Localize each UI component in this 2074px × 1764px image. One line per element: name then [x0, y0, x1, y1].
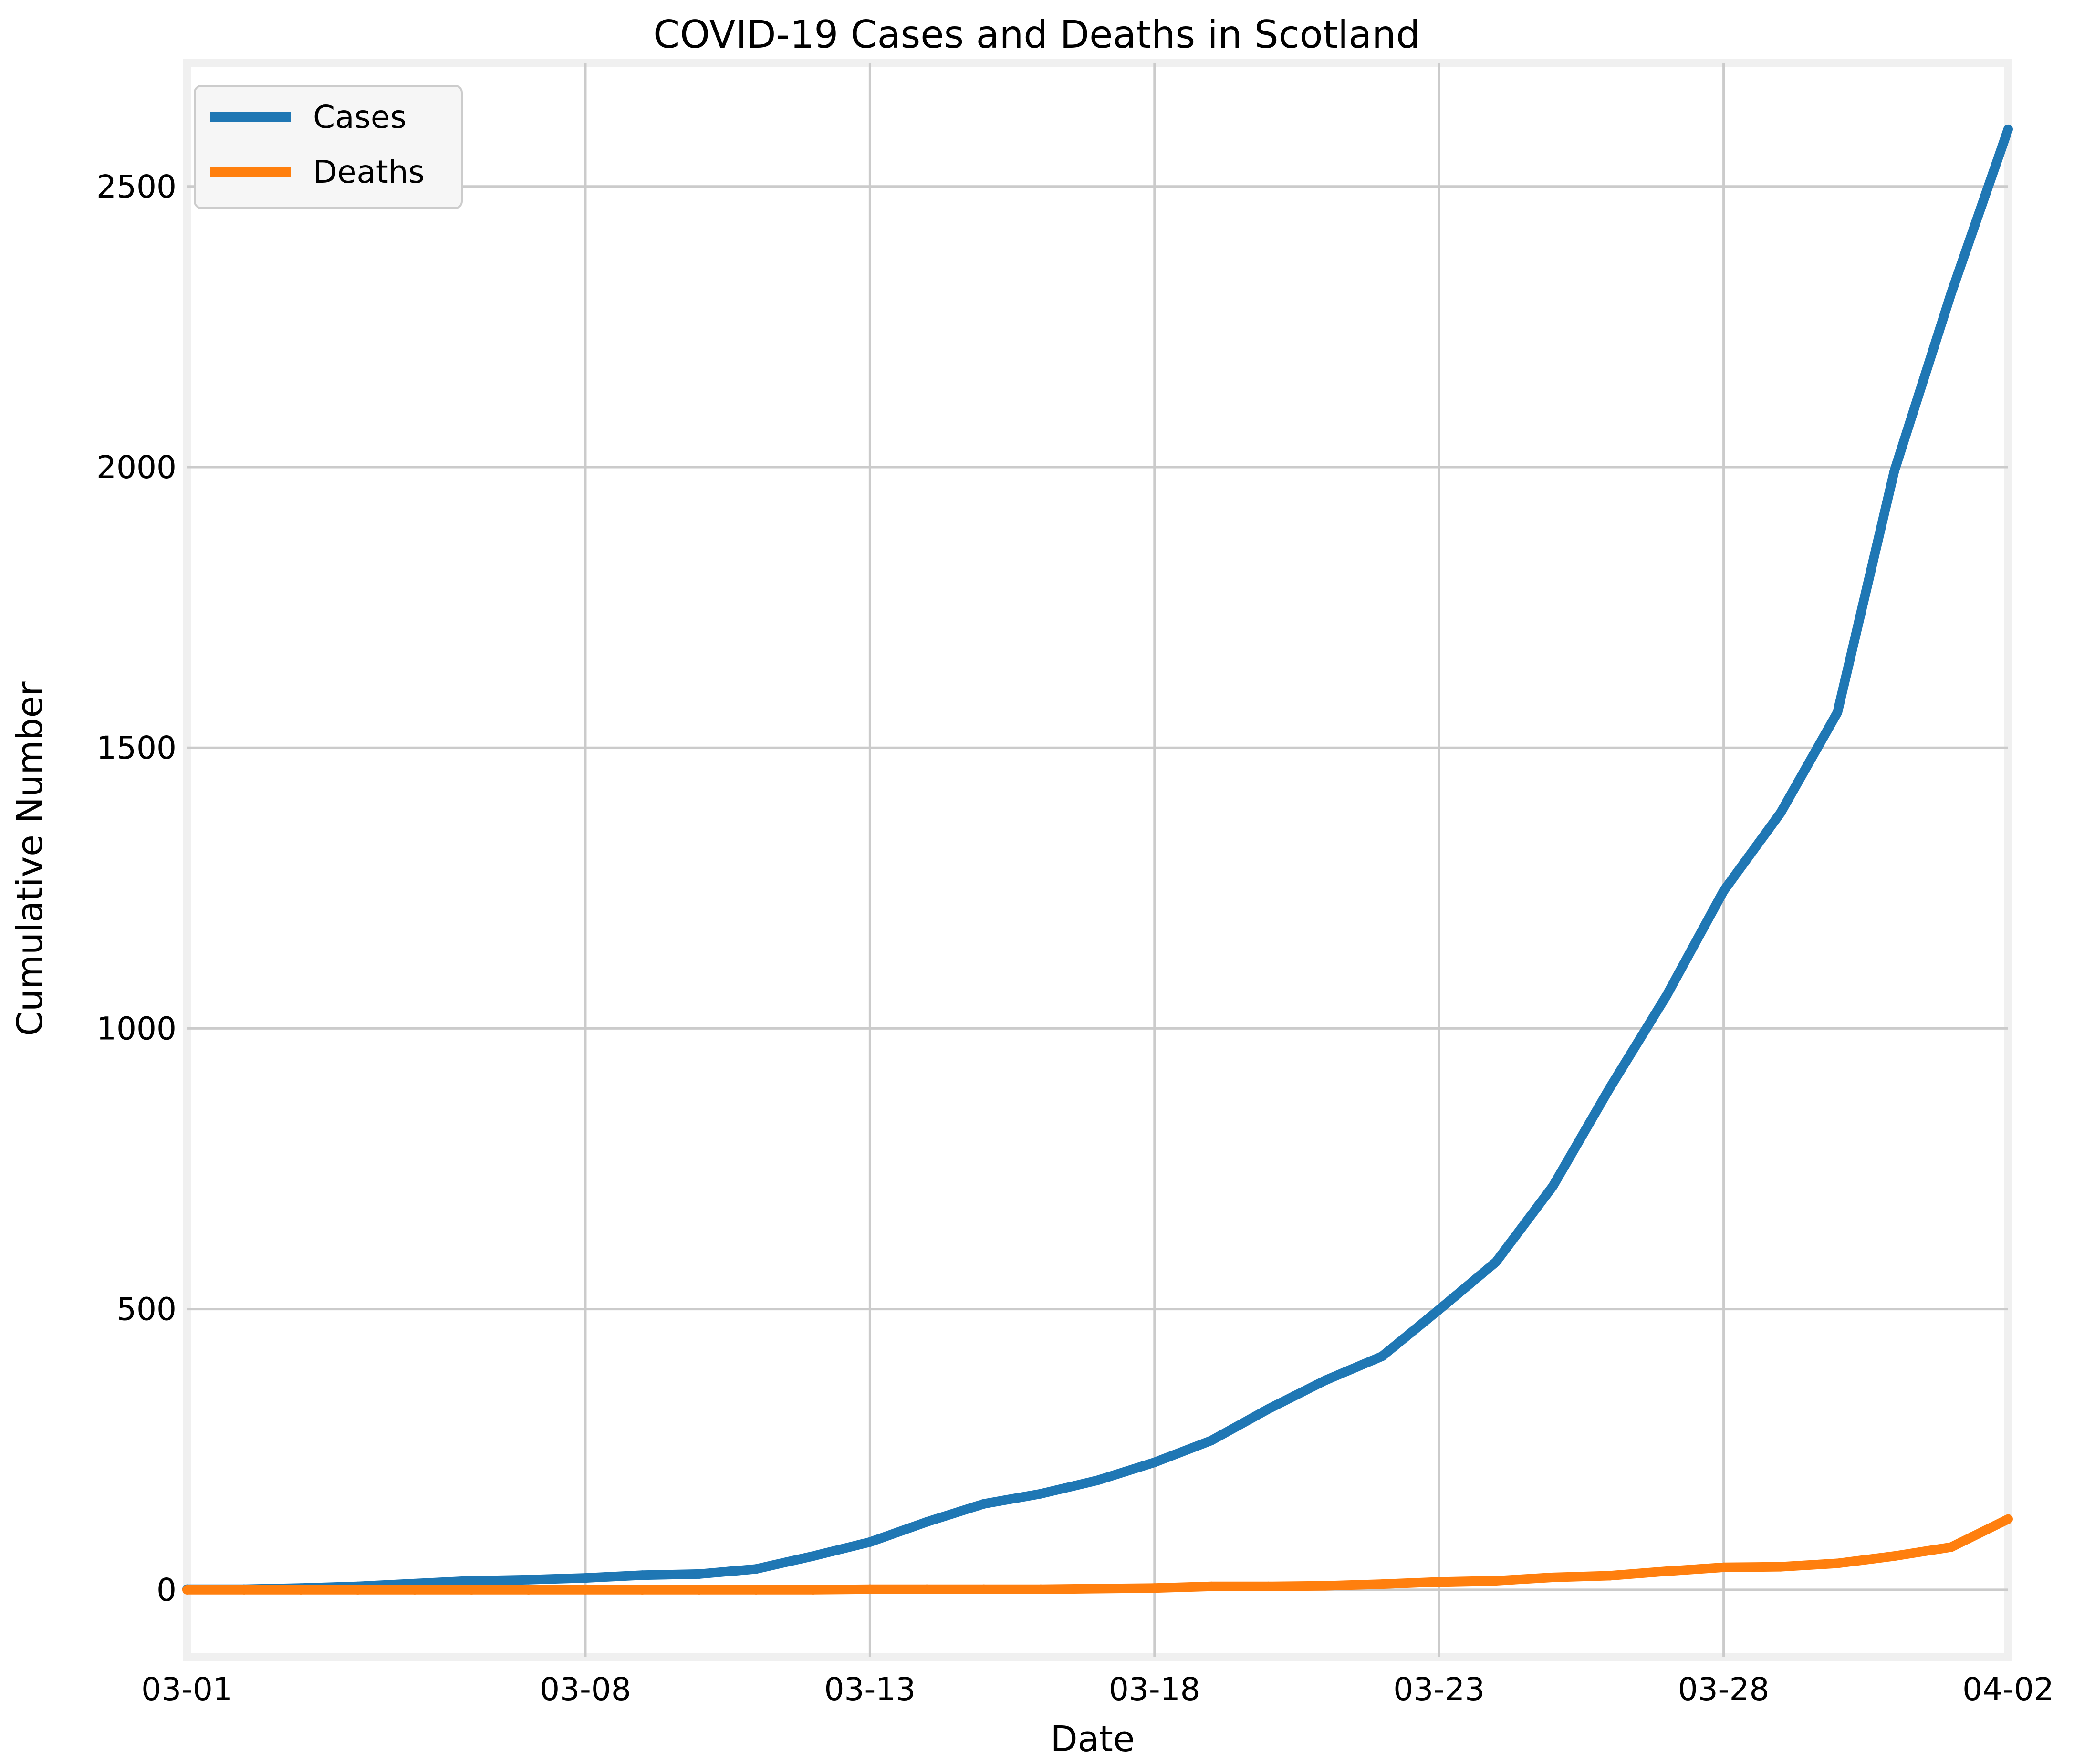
data-point-deaths — [1320, 1581, 1330, 1591]
data-point-cases — [694, 1569, 704, 1579]
chart-title: COVID-19 Cases and Deaths in Scotland — [653, 12, 1420, 57]
y-tick-label: 1000 — [96, 1010, 177, 1047]
series-points-deaths — [182, 1514, 2013, 1595]
legend-label-cases: Cases — [313, 99, 406, 136]
data-point-cases — [1434, 1305, 1444, 1315]
data-point-cases — [979, 1499, 989, 1509]
data-point-cases — [1719, 886, 1729, 896]
data-point-deaths — [751, 1585, 761, 1595]
data-point-deaths — [1377, 1579, 1387, 1589]
data-point-cases — [637, 1570, 647, 1580]
x-tick-label: 03-13 — [824, 1671, 916, 1708]
y-tick-label: 2500 — [96, 168, 177, 205]
data-point-cases — [1833, 708, 1843, 718]
data-point-cases — [1662, 991, 1672, 1001]
data-point-deaths — [1719, 1562, 1729, 1572]
data-point-cases — [1149, 1457, 1159, 1467]
x-tick-label: 04-02 — [1962, 1671, 2054, 1708]
data-point-deaths — [1662, 1566, 1672, 1576]
data-point-cases — [1889, 466, 1899, 476]
data-point-cases — [1946, 288, 1956, 298]
y-tick-label: 0 — [156, 1572, 177, 1608]
data-point-deaths — [1207, 1581, 1217, 1591]
series-lines — [182, 124, 2013, 1595]
data-point-cases — [922, 1517, 932, 1527]
data-point-cases — [580, 1573, 590, 1583]
data-point-deaths — [1036, 1584, 1046, 1594]
data-point-deaths — [1605, 1571, 1615, 1581]
x-axis-label: Date — [1051, 1719, 1135, 1760]
data-point-deaths — [1491, 1576, 1501, 1586]
data-point-deaths — [637, 1585, 647, 1595]
data-point-cases — [865, 1537, 875, 1547]
data-point-cases — [1093, 1475, 1103, 1485]
y-tick-label: 1500 — [96, 730, 177, 766]
x-tick-label: 03-23 — [1393, 1671, 1485, 1708]
data-point-cases — [1775, 808, 1785, 818]
data-point-cases — [1548, 1181, 1558, 1191]
data-point-deaths — [410, 1585, 420, 1595]
data-point-deaths — [353, 1585, 363, 1595]
data-point-deaths — [979, 1584, 989, 1594]
data-point-deaths — [467, 1585, 477, 1595]
data-point-cases — [1263, 1404, 1273, 1414]
y-axis-label: Cumulative Number — [10, 681, 51, 1036]
plot-area-frame — [183, 59, 2012, 1661]
tick-labels: 03-01 03-08 03-13 03-18 03-23 03-28 04-02 0 500 1… — [96, 168, 2054, 1708]
data-point-deaths — [694, 1585, 704, 1595]
data-point-deaths — [808, 1585, 818, 1595]
data-point-deaths — [1889, 1551, 1899, 1561]
data-point-cases — [2003, 124, 2013, 134]
data-point-cases — [1491, 1257, 1501, 1267]
x-tick-label: 03-28 — [1678, 1671, 1770, 1708]
data-point-deaths — [580, 1585, 590, 1595]
x-tick-label: 03-18 — [1109, 1671, 1200, 1708]
legend-label-deaths: Deaths — [313, 154, 425, 190]
data-point-cases — [751, 1564, 761, 1574]
y-tick-label: 2000 — [96, 449, 177, 486]
x-tick-label: 03-01 — [141, 1671, 233, 1708]
data-point-deaths — [2003, 1514, 2013, 1524]
data-point-deaths — [1946, 1542, 1956, 1552]
x-tick-label: 03-08 — [540, 1671, 631, 1708]
data-point-deaths — [296, 1585, 306, 1595]
data-point-deaths — [1263, 1581, 1273, 1591]
data-point-deaths — [1833, 1558, 1843, 1568]
data-point-cases — [1377, 1351, 1387, 1361]
data-point-deaths — [239, 1585, 249, 1595]
data-point-deaths — [1775, 1562, 1785, 1572]
data-point-deaths — [182, 1585, 192, 1595]
data-point-cases — [808, 1551, 818, 1561]
data-point-deaths — [1548, 1572, 1558, 1582]
data-point-cases — [1320, 1376, 1330, 1386]
legend: Cases Deaths — [194, 85, 463, 209]
data-point-deaths — [523, 1585, 533, 1595]
data-point-cases — [1605, 1083, 1615, 1093]
data-point-cases — [1036, 1489, 1046, 1499]
y-tick-label: 500 — [116, 1291, 177, 1328]
data-point-deaths — [922, 1584, 932, 1594]
data-point-deaths — [1093, 1584, 1103, 1594]
data-point-cases — [523, 1575, 533, 1585]
data-point-cases — [467, 1576, 477, 1586]
data-point-deaths — [1149, 1583, 1159, 1593]
data-point-deaths — [1434, 1577, 1444, 1587]
data-point-cases — [1207, 1435, 1217, 1445]
grid-lines — [187, 63, 2008, 1657]
data-point-deaths — [865, 1584, 875, 1594]
